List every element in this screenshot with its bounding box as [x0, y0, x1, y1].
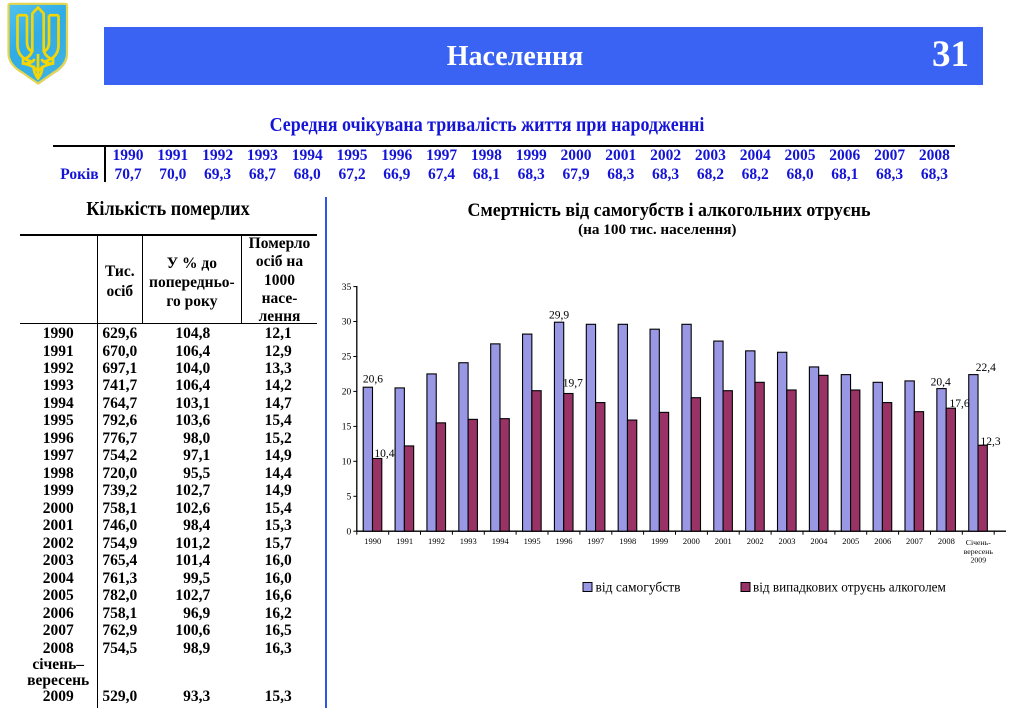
svg-text:2005: 2005 — [842, 536, 859, 546]
svg-text:1996: 1996 — [556, 536, 573, 546]
svg-text:10: 10 — [342, 458, 352, 468]
svg-text:22,4: 22,4 — [976, 362, 996, 374]
svg-text:12,3: 12,3 — [980, 436, 1000, 448]
svg-text:30: 30 — [342, 318, 352, 328]
svg-text:1999: 1999 — [651, 536, 668, 546]
svg-text:2003: 2003 — [779, 536, 796, 546]
svg-text:1994: 1994 — [492, 536, 510, 546]
svg-text:10,4: 10,4 — [374, 448, 394, 460]
svg-text:2009: 2009 — [971, 556, 987, 565]
svg-text:17,6: 17,6 — [950, 398, 970, 410]
svg-text:2004: 2004 — [810, 536, 828, 546]
svg-text:15: 15 — [342, 423, 352, 433]
svg-text:19,7: 19,7 — [563, 378, 583, 390]
svg-text:2000: 2000 — [683, 536, 700, 546]
svg-text:1990: 1990 — [364, 536, 381, 546]
svg-text:1997: 1997 — [587, 536, 604, 546]
svg-text:25: 25 — [342, 353, 352, 363]
svg-text:20: 20 — [342, 388, 352, 398]
svg-text:2001: 2001 — [715, 536, 732, 546]
svg-text:від самогубств: від самогубств — [596, 580, 681, 595]
svg-text:2007: 2007 — [906, 536, 923, 546]
svg-text:0: 0 — [347, 527, 352, 537]
svg-text:29,9: 29,9 — [549, 310, 569, 322]
svg-text:1992: 1992 — [428, 536, 445, 546]
svg-text:35: 35 — [342, 283, 352, 293]
svg-text:2002: 2002 — [747, 536, 764, 546]
svg-text:1993: 1993 — [460, 536, 477, 546]
svg-text:1998: 1998 — [619, 536, 636, 546]
svg-text:5: 5 — [347, 493, 352, 503]
svg-text:1995: 1995 — [524, 536, 541, 546]
svg-text:1991: 1991 — [396, 536, 413, 546]
svg-text:від випадкових отруєнь алкогол: від випадкових отруєнь алкоголем — [753, 580, 947, 595]
svg-text:20,4: 20,4 — [931, 377, 951, 389]
svg-text:20,6: 20,6 — [363, 374, 383, 386]
svg-text:Січень-: Січень- — [966, 538, 991, 547]
svg-text:2008: 2008 — [938, 536, 955, 546]
svg-text:2006: 2006 — [874, 536, 891, 546]
svg-text:вересень: вересень — [964, 547, 994, 556]
